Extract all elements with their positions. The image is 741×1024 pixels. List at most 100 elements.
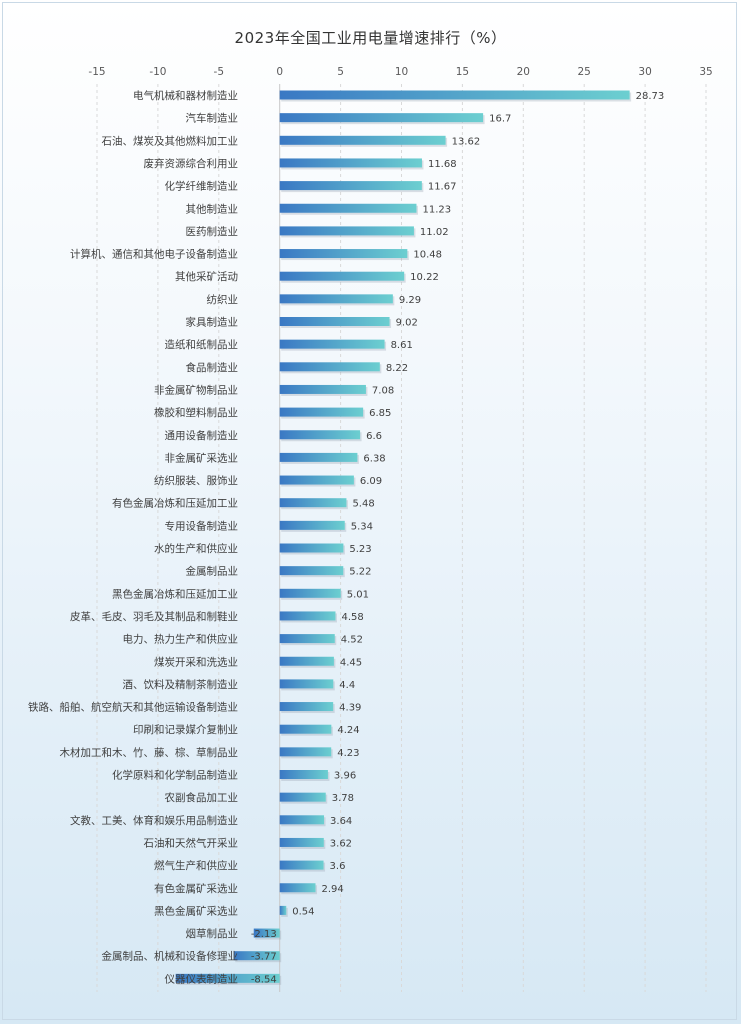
data-label: 6.6 (366, 431, 382, 442)
category-label: 纺织服装、服饰业 (154, 474, 238, 487)
bar (279, 158, 422, 168)
bar (279, 837, 324, 847)
category-label: 铁路、船舶、航空航天和其他运输设备制造业 (28, 701, 238, 714)
x-tick-label: 30 (638, 66, 651, 78)
category-label: 文教、工美、体育和娱乐用品制造业 (70, 814, 238, 827)
data-label: 7.08 (372, 385, 394, 396)
category-label: 仪器仪表制造业 (165, 972, 239, 985)
bar (279, 724, 332, 734)
bar (279, 634, 335, 644)
bar (279, 113, 484, 123)
bar (279, 883, 316, 893)
category-label: 煤炭开采和洗选业 (154, 655, 238, 668)
bar (279, 611, 336, 621)
data-label: 3.6 (330, 861, 346, 872)
bar (279, 498, 347, 508)
category-label: 有色金属冶炼和压延加工业 (112, 497, 238, 510)
bar (279, 452, 358, 462)
bar (279, 362, 380, 372)
category-label: 食品制造业 (186, 361, 239, 374)
bar (279, 271, 405, 281)
category-label: 纺织业 (207, 293, 239, 306)
data-label: 11.23 (422, 204, 451, 215)
x-tick-label: 35 (699, 66, 712, 78)
category-label: 专用设备制造业 (165, 519, 239, 532)
data-label: 5.23 (349, 544, 371, 555)
bar (279, 588, 341, 598)
data-label: 4.24 (337, 725, 359, 736)
data-label: 4.58 (341, 612, 363, 623)
data-label: 13.62 (452, 136, 481, 147)
data-label: 11.68 (428, 159, 457, 170)
data-label: 5.48 (352, 499, 374, 510)
category-label: 其他制造业 (186, 202, 239, 215)
category-label: 金属制品业 (186, 565, 239, 578)
bar (279, 430, 361, 440)
bar (279, 339, 385, 349)
data-label: -2.13 (251, 929, 277, 940)
data-label: 11.02 (420, 227, 449, 238)
data-label: 8.61 (391, 340, 413, 351)
data-label: -8.54 (251, 974, 277, 985)
category-label: 造纸和纸制品业 (165, 338, 239, 351)
bar (175, 973, 280, 983)
data-label: 6.85 (369, 408, 391, 419)
bar (279, 566, 344, 576)
bar (279, 317, 390, 326)
data-label: 4.52 (341, 635, 363, 646)
category-label: 黑色金属矿采选业 (154, 904, 238, 917)
bar (279, 384, 366, 394)
bars (175, 90, 632, 985)
bar (279, 905, 287, 915)
data-label: 11.67 (428, 182, 457, 193)
bar (279, 543, 344, 553)
x-tick-label: -10 (149, 66, 166, 78)
bar (279, 249, 408, 259)
data-label: 5.34 (351, 521, 373, 532)
x-tick-label: 5 (337, 66, 344, 78)
x-tick-label: 0 (276, 66, 283, 78)
data-label: -3.77 (251, 952, 277, 963)
category-label: 非金属矿采选业 (165, 451, 239, 464)
bar (279, 792, 326, 802)
category-label: 水的生产和供应业 (154, 542, 238, 555)
category-label: 电力、热力生产和供应业 (123, 633, 239, 646)
category-label: 计算机、通信和其他电子设备制造业 (70, 248, 238, 261)
bar (279, 181, 422, 191)
bar (279, 90, 630, 100)
bar (279, 747, 332, 757)
data-labels: 28.73 16.7 13.62 11.68 11.67 11.23 11.02 10.48 1… (251, 91, 664, 985)
category-label: 黑色金属冶炼和压延加工业 (112, 587, 238, 600)
category-label: 烟草制品业 (186, 927, 239, 940)
bar (279, 770, 328, 779)
category-label: 汽车制造业 (186, 112, 239, 125)
bar (279, 860, 324, 870)
data-label: 3.96 (334, 771, 356, 782)
bar (279, 520, 345, 530)
category-label: 农副食品加工业 (165, 791, 239, 804)
data-label: 16.7 (489, 114, 511, 125)
category-labels: 电气机械和器材制造业汽车制造业石油、煤炭及其他燃料加工业废弃资源综合利用业化学纤… (28, 89, 238, 985)
x-tick-label: 15 (456, 66, 469, 78)
category-label: 非金属矿物制品业 (154, 383, 238, 396)
bar (279, 702, 334, 712)
bar (279, 294, 393, 304)
x-axis-ticks: -15 -10 -5 0 5 10 15 20 25 30 35 (88, 66, 712, 78)
category-label: 其他采矿活动 (175, 270, 238, 283)
category-label: 石油、煤炭及其他燃料加工业 (102, 134, 239, 147)
data-label: 10.48 (413, 250, 442, 261)
data-label: 4.4 (339, 680, 355, 691)
category-label: 印刷和记录媒介复制业 (133, 723, 238, 736)
data-label: 5.22 (349, 567, 371, 578)
data-label: 9.02 (396, 318, 418, 329)
bar (279, 815, 325, 825)
chart-title: 2023年全国工业用电量增速排行（%） (234, 29, 507, 47)
x-tick-label: -15 (88, 66, 105, 78)
category-label: 电气机械和器材制造业 (133, 89, 238, 102)
data-label: 2.94 (322, 884, 344, 895)
gridlines (96, 84, 707, 992)
category-label: 金属制品、机械和设备修理业 (102, 950, 239, 963)
bar (279, 407, 364, 417)
